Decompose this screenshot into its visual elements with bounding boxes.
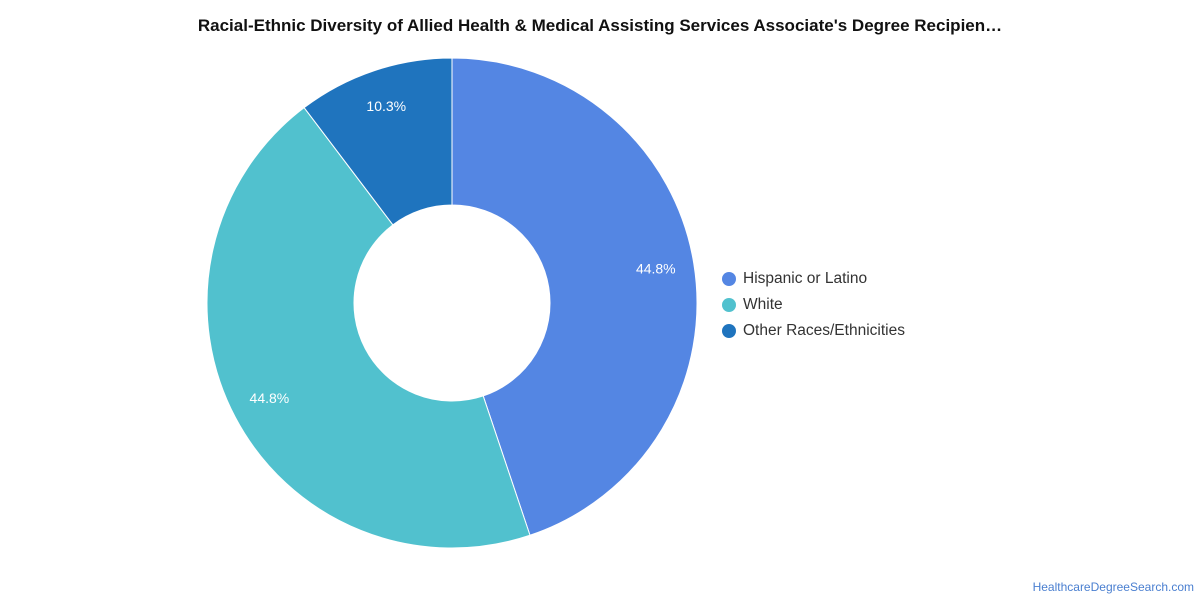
chart-title: Racial-Ethnic Diversity of Allied Health… [197, 16, 1003, 35]
legend-label: Other Races/Ethnicities [743, 322, 905, 339]
slice-data-label: 10.3% [366, 98, 406, 114]
legend-swatch [722, 272, 736, 286]
legend-swatch [722, 298, 736, 312]
legend-item-white[interactable]: White [722, 292, 905, 318]
slice-data-label: 44.8% [636, 260, 676, 276]
legend-label: White [743, 296, 783, 313]
slice-data-label: 44.8% [250, 390, 290, 406]
legend-swatch [722, 324, 736, 338]
legend-label: Hispanic or Latino [743, 270, 868, 287]
legend: Hispanic or Latino White Other Races/Eth… [722, 266, 905, 344]
legend-item-hispanic-or-latino[interactable]: Hispanic or Latino [722, 266, 905, 292]
donut-slice-hispanic-or-latino[interactable] [451, 57, 698, 536]
donut-slice-other-races-ethnicities[interactable] [303, 57, 453, 226]
legend-item-other-races-ethnicities[interactable]: Other Races/Ethnicities [722, 318, 905, 344]
donut-slice-white[interactable] [206, 106, 531, 549]
footer-credit-link[interactable]: HealthcareDegreeSearch.com [1032, 580, 1194, 594]
